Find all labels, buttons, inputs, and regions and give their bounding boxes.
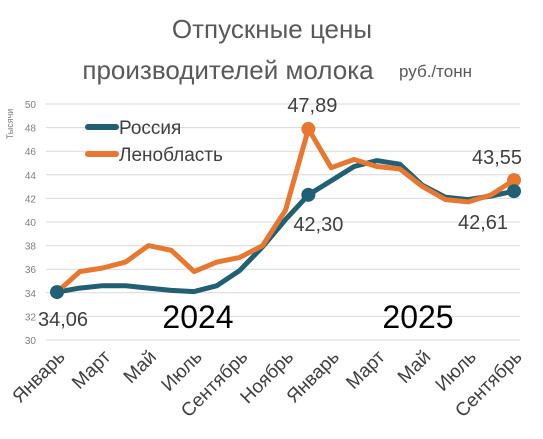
y-axis-ticks: 30 32 34 36 38 40 42 44 46 48 50 — [25, 100, 37, 347]
data-labels: 34,06 47,89 42,30 43,55 42,61 — [38, 95, 522, 331]
highlight-marker — [301, 121, 316, 136]
chart-title-line2-text: производителей молока — [82, 55, 374, 85]
x-tick-label: Май — [120, 347, 161, 388]
data-label: 47,89 — [287, 95, 337, 117]
chart-unit: руб./тонн — [399, 62, 472, 81]
highlight-marker — [50, 285, 64, 300]
highlight-marker — [507, 173, 521, 188]
y-tick-label: 40 — [25, 218, 37, 229]
data-label: 42,61 — [458, 212, 508, 234]
data-label: 34,06 — [38, 309, 88, 331]
y-tick-label: 32 — [25, 312, 37, 323]
y-tick-label: 38 — [25, 242, 37, 253]
series-line-1 — [54, 126, 517, 295]
y-tick-label: 42 — [25, 194, 37, 205]
y-tick-label: 50 — [25, 100, 37, 111]
x-tick-label: Март — [342, 346, 389, 393]
x-tick-label: Январь — [9, 347, 70, 408]
y-tick-label: 44 — [25, 171, 37, 182]
y-tick-label: 34 — [25, 289, 37, 300]
series-lines — [54, 126, 517, 295]
chart-title-line1: Отпускные цены — [172, 14, 372, 44]
y-tick-label: 48 — [25, 124, 37, 135]
series-line-0 — [54, 158, 517, 295]
x-tick-label: Март — [68, 346, 115, 393]
legend-label: Россия — [119, 118, 181, 139]
data-label: 42,30 — [293, 214, 343, 236]
year-label-2025: 2025 — [382, 299, 453, 335]
legend-label: Ленобласть — [119, 145, 223, 166]
y-axis-label: Тысячи — [5, 109, 15, 140]
y-tick-label: 30 — [25, 336, 37, 347]
x-tick-label: Май — [394, 347, 435, 388]
data-label: 43,55 — [472, 147, 522, 169]
highlight-markers — [50, 121, 521, 300]
legend: Россия Ленобласть — [85, 118, 223, 166]
year-label-2024: 2024 — [162, 299, 233, 335]
y-tick-label: 36 — [25, 265, 37, 276]
highlight-marker — [301, 187, 316, 202]
y-tick-label: 46 — [25, 147, 37, 158]
chart-title-line2: производителей молока — [82, 55, 374, 85]
highlight-marker — [507, 184, 521, 199]
